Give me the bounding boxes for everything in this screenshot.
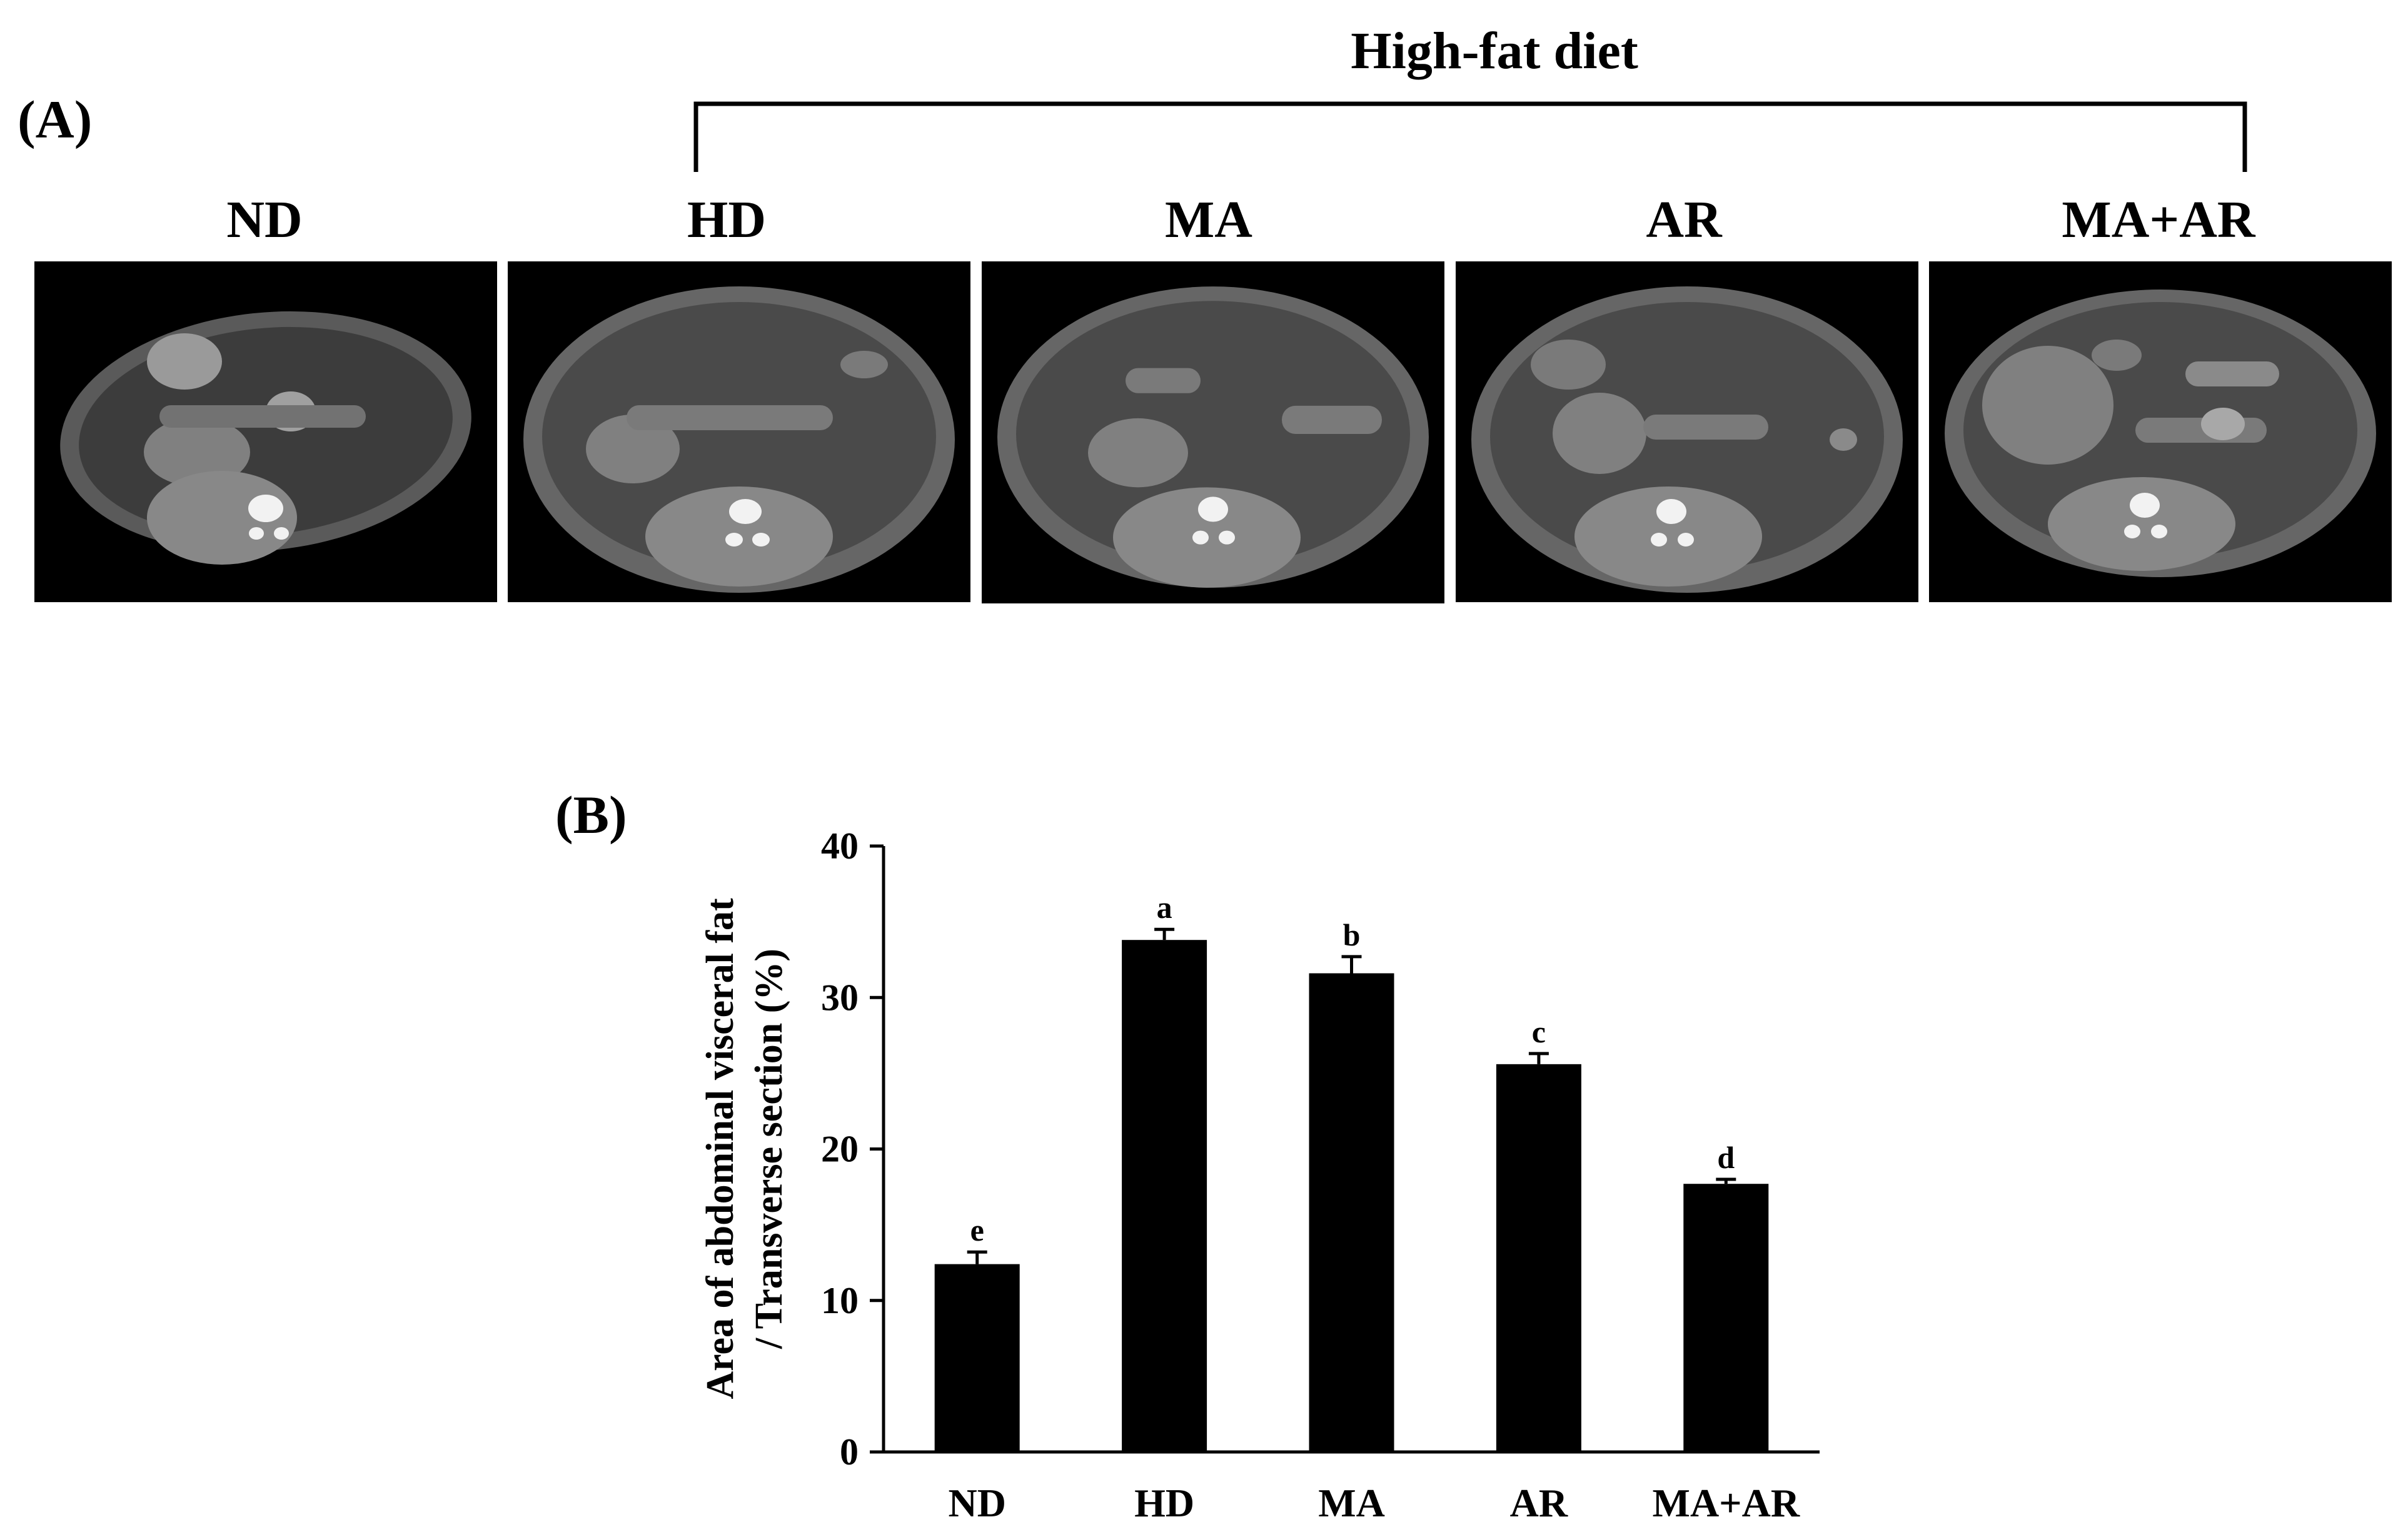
ct-image-hd [508, 261, 970, 602]
y-tick-label: 20 [821, 1129, 859, 1170]
bar-hd [1122, 940, 1207, 1452]
significance-letter: c [1532, 1014, 1546, 1049]
ct-label-hd: HD [687, 191, 766, 249]
ct-image-ma-ar [1929, 261, 2392, 602]
panel-a-label: (A) [18, 89, 93, 149]
bar-ma-ar [1683, 1184, 1769, 1452]
bar-ma [1309, 973, 1394, 1452]
x-tick-label: MA+AR [1653, 1481, 1800, 1525]
y-tick-label: 40 [821, 825, 859, 867]
y-tick-label: 10 [821, 1280, 859, 1321]
significance-letter: a [1157, 890, 1172, 925]
ct-label-ma: MA [1165, 191, 1252, 249]
ct-label-nd: ND [226, 191, 303, 249]
significance-letter: d [1717, 1140, 1735, 1175]
significance-letter: e [970, 1212, 984, 1247]
y-tick-label: 0 [840, 1431, 859, 1473]
x-tick-label: HD [1134, 1481, 1194, 1525]
ct-image-ar [1456, 261, 1918, 602]
ct-image-ma [982, 261, 1444, 603]
y-axis-label-line-1: Area of abdominal visceral fat [699, 898, 742, 1399]
high-fat-diet-title: High-fat diet [1351, 22, 1638, 80]
y-tick-label: 30 [821, 977, 859, 1018]
significance-letter: b [1343, 917, 1361, 952]
ct-label-ar: AR [1646, 191, 1722, 249]
x-tick-label: ND [948, 1481, 1005, 1525]
bar-ar [1496, 1064, 1581, 1452]
x-tick-label: AR [1510, 1481, 1568, 1525]
y-axis-label-line-2: / Transverse section (%) [748, 949, 790, 1349]
ct-label-ma-ar: MA+AR [2062, 191, 2255, 249]
x-tick-label: MA [1318, 1481, 1385, 1525]
high-fat-diet-bracket [693, 101, 2247, 172]
bar-nd [934, 1264, 1020, 1452]
panel-b-label: (B) [555, 785, 627, 845]
ct-image-nd [34, 261, 497, 602]
